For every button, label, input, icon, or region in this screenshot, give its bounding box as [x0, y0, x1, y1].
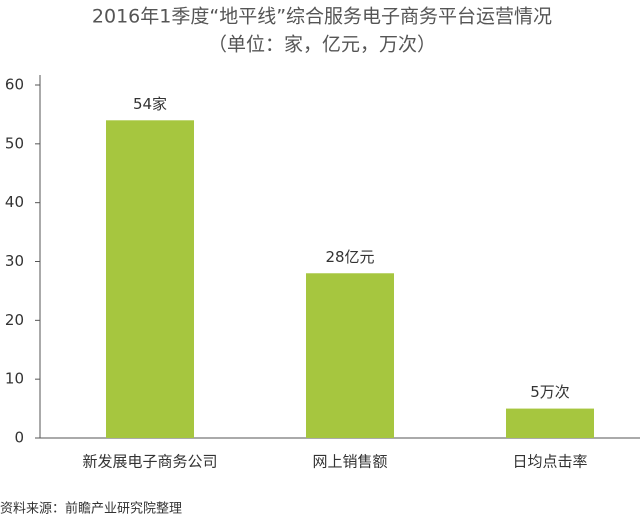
y-tick-label: 20	[5, 311, 24, 329]
y-tick-label: 10	[5, 370, 24, 388]
value-label: 54家	[133, 95, 167, 113]
y-tick-label: 30	[5, 252, 24, 270]
y-tick-label: 50	[5, 134, 24, 152]
chart-subtitle: （单位：家，亿元，万次）	[208, 34, 436, 56]
bar	[306, 273, 394, 438]
value-label: 28亿元	[325, 248, 374, 266]
source-note: 资料来源：前瞻产业研究院整理	[0, 501, 182, 517]
y-tick-label: 60	[5, 76, 24, 94]
y-tick-label: 40	[5, 193, 24, 211]
bar	[506, 408, 594, 438]
chart-title: 2016年1季度“地平线”综合服务电子商务平台运营情况	[92, 6, 552, 28]
y-tick-label: 0	[14, 429, 24, 447]
x-tick-label: 新发展电子商务公司	[82, 453, 217, 471]
x-tick-label: 网上销售额	[312, 453, 387, 471]
x-tick-label: 日均点击率	[512, 453, 587, 471]
bar	[106, 120, 194, 439]
value-label: 5万次	[530, 383, 570, 401]
